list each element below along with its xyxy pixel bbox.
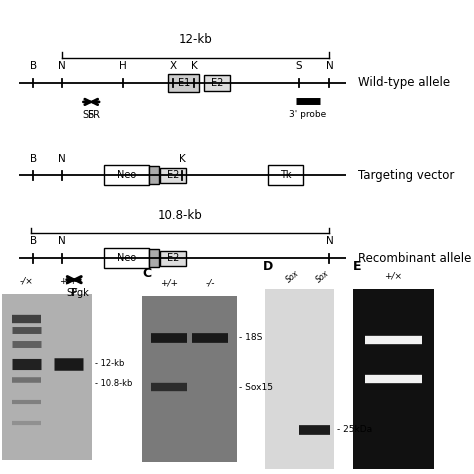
Text: +/×: +/×: [384, 272, 402, 281]
Text: B: B: [29, 237, 37, 246]
Text: X: X: [169, 61, 177, 71]
Text: E1: E1: [178, 78, 190, 88]
Text: - 10.8-kb: - 10.8-kb: [95, 379, 132, 388]
Text: 12-kb: 12-kb: [179, 34, 212, 46]
Text: Neo: Neo: [117, 170, 137, 181]
Bar: [149, 166, 159, 184]
Bar: [160, 168, 186, 183]
Text: S: S: [295, 61, 302, 71]
Text: - Sox15: - Sox15: [239, 383, 273, 392]
Text: N: N: [326, 61, 333, 71]
Text: Pgk: Pgk: [71, 288, 89, 298]
Text: SF: SF: [82, 110, 94, 120]
Text: +/+: +/+: [160, 279, 178, 288]
Bar: [160, 251, 186, 266]
Text: Recombinant allele: Recombinant allele: [358, 252, 471, 265]
Text: Tk: Tk: [280, 170, 292, 181]
Text: N: N: [58, 154, 65, 164]
Text: - 25kDa: - 25kDa: [337, 425, 372, 434]
Text: +/+: +/+: [59, 276, 77, 285]
Bar: [268, 165, 303, 185]
Text: Wild-type allele: Wild-type allele: [358, 76, 450, 90]
Text: Sox: Sox: [285, 268, 301, 284]
Text: B: B: [29, 154, 37, 164]
Bar: [142, 296, 237, 462]
Text: Neo: Neo: [117, 253, 137, 264]
Text: H: H: [119, 61, 127, 71]
Text: - 18S: - 18S: [239, 333, 263, 342]
Text: E2: E2: [167, 170, 180, 181]
Bar: [265, 289, 334, 469]
Bar: [204, 75, 230, 91]
Text: E: E: [353, 260, 362, 273]
Text: -/×: -/×: [20, 276, 34, 285]
Text: - 12-kb: - 12-kb: [95, 359, 124, 368]
Text: E2: E2: [210, 78, 223, 88]
Bar: [2, 294, 92, 460]
Bar: [104, 248, 149, 268]
Text: 10.8-kb: 10.8-kb: [158, 209, 202, 222]
Bar: [353, 289, 434, 469]
Text: D: D: [263, 260, 273, 273]
Bar: [149, 249, 159, 267]
Text: N: N: [326, 237, 333, 246]
Text: K: K: [179, 154, 186, 164]
Bar: [168, 74, 199, 92]
Text: N: N: [58, 61, 65, 71]
Text: C: C: [142, 267, 151, 280]
Text: SR: SR: [88, 110, 100, 120]
Text: B: B: [29, 61, 37, 71]
Text: N: N: [58, 237, 65, 246]
Text: SF: SF: [66, 288, 78, 298]
Bar: [104, 165, 149, 185]
Text: -/-: -/-: [206, 279, 215, 288]
Text: K: K: [191, 61, 198, 71]
Text: E2: E2: [167, 253, 180, 264]
Text: Sox: Sox: [315, 268, 331, 284]
Text: Targeting vector: Targeting vector: [358, 169, 454, 182]
Text: 3' probe: 3' probe: [290, 110, 327, 119]
